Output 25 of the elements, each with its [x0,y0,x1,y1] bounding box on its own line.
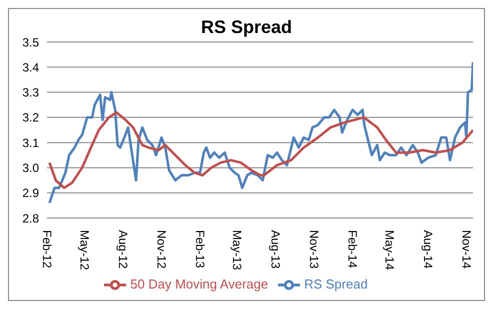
y-tick-label: 3.5 [22,35,40,50]
x-tick-label: Aug-13 [268,230,282,270]
x-tick-label: Nov-14 [460,230,474,270]
x-tick-label: May-12 [77,230,92,270]
y-tick-label: 3.1 [22,136,40,150]
y-tick-label: 3.2 [22,110,40,125]
x-tick-label: Feb-12 [40,230,54,268]
y-tick-label: 2.9 [22,186,40,200]
legend-label: RS Spread [304,276,368,292]
x-tick-label: Feb-14 [345,230,360,268]
x-tick-label: May-14 [382,230,397,270]
x-tick-label: Nov-12 [154,230,168,270]
x-tick-label: Feb-13 [192,230,207,268]
y-tick-label: 2.8 [22,211,40,226]
legend-label: 50 Day Moving Average [130,276,268,292]
chart-title: RS Spread [200,17,292,37]
line-series [48,111,473,190]
x-tick-label: Aug-14 [421,230,436,270]
y-tick-label: 3.4 [22,60,40,74]
y-tick-label: 3.3 [22,86,40,100]
x-tick-label: May-13 [230,230,244,270]
x-tick-label: Nov-13 [306,230,321,270]
x-tick-label: Aug-12 [116,230,130,270]
y-tick-label: 3.0 [22,160,40,175]
line-series [48,60,473,204]
